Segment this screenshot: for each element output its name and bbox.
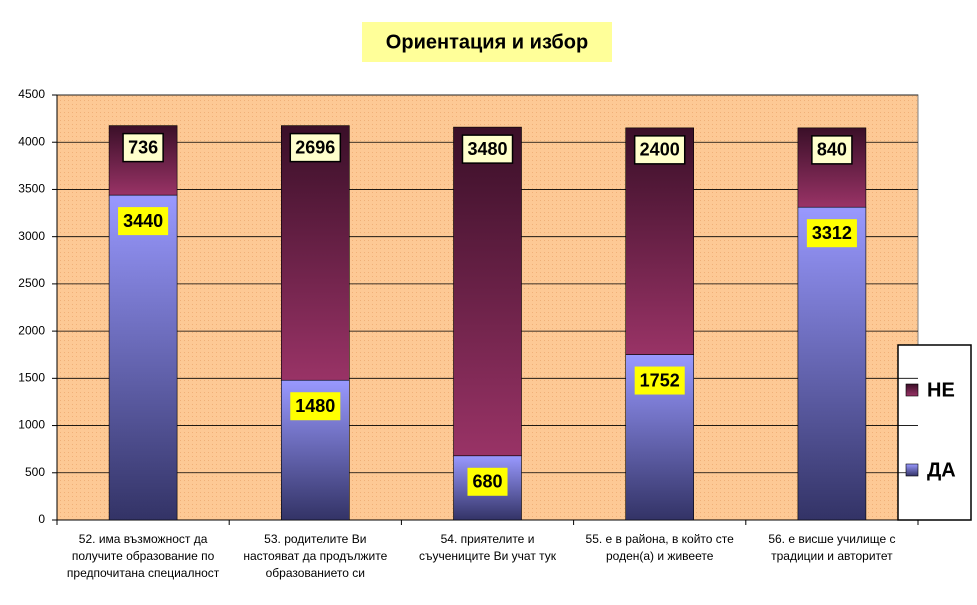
data-label-box	[118, 207, 169, 236]
data-label-text: 1752	[640, 370, 680, 390]
data-label-box	[633, 135, 686, 165]
data-label: 3480	[461, 134, 514, 164]
data-label-box	[461, 134, 514, 164]
y-tick-label: 1000	[18, 418, 45, 432]
data-label: 680	[467, 467, 508, 496]
data-label-text: 1480	[295, 396, 335, 416]
data-label-box	[811, 135, 853, 165]
y-tick-label: 4500	[18, 87, 45, 101]
data-label: 736	[122, 132, 164, 163]
y-tick-label: 1500	[18, 371, 45, 385]
x-tick-label: 55. е в района, в който сте	[586, 532, 735, 546]
x-tick-label: 52. има възможност да	[79, 532, 208, 546]
bar-segment	[453, 126, 522, 457]
y-tick-label: 2500	[18, 276, 45, 290]
data-label-text: 3480	[467, 139, 507, 159]
data-label-box	[634, 366, 685, 395]
x-tick-label: съучениците Ви учат тук	[419, 549, 557, 563]
x-tick-label: роден(а) и живеете	[606, 549, 714, 563]
data-label-box	[806, 219, 857, 248]
data-label: 3440	[118, 207, 169, 236]
data-label-box	[122, 132, 164, 163]
title-box	[362, 22, 612, 62]
chart-title: Ориентация и избор	[386, 31, 588, 53]
legend-swatch	[905, 463, 919, 477]
y-tick-label: 3500	[18, 182, 45, 196]
y-tick-label: 2000	[18, 323, 45, 337]
data-label: 1752	[634, 366, 685, 395]
bar-segment	[797, 206, 867, 521]
legend-swatch	[905, 383, 919, 397]
data-label: 840	[811, 135, 853, 165]
bar-segment	[625, 127, 695, 355]
x-tick-label: традиции и авторитет	[771, 549, 893, 563]
bar-segment	[280, 125, 350, 381]
bar-segment	[108, 194, 178, 521]
data-label: 2696	[289, 132, 342, 163]
data-label-text: 680	[472, 472, 502, 492]
legend-label: НЕ	[927, 379, 955, 401]
data-label: 3312	[806, 219, 857, 248]
x-tick-label: 53. родителите Ви	[264, 532, 366, 546]
data-label: 1480	[290, 392, 341, 421]
x-tick-label: настояват да продължите	[243, 549, 387, 563]
y-tick-label: 0	[38, 512, 45, 526]
legend	[897, 344, 972, 521]
y-tick-label: 4000	[18, 134, 45, 148]
data-label-text: 840	[817, 140, 847, 160]
x-tick-label: 56. е висше училище с	[768, 532, 895, 546]
x-tick-label: предпочитана специалност	[67, 566, 220, 580]
y-tick-label: 500	[25, 465, 45, 479]
x-tick-label: 54. приятелите и	[441, 532, 535, 546]
data-label-box	[290, 392, 341, 421]
data-label-text: 2696	[295, 137, 335, 157]
data-label-text: 2400	[640, 140, 680, 160]
data-label-text: 3440	[123, 211, 163, 231]
y-tick-label: 3000	[18, 229, 45, 243]
data-label: 2400	[633, 135, 686, 165]
data-label-text: 736	[128, 137, 158, 157]
data-label-box	[289, 132, 342, 163]
x-tick-label: получите образование по	[72, 549, 215, 563]
data-label-box	[467, 467, 508, 496]
data-label-text: 3312	[812, 223, 852, 243]
legend-label: ДА	[927, 459, 956, 481]
x-tick-label: образованието си	[266, 566, 365, 580]
